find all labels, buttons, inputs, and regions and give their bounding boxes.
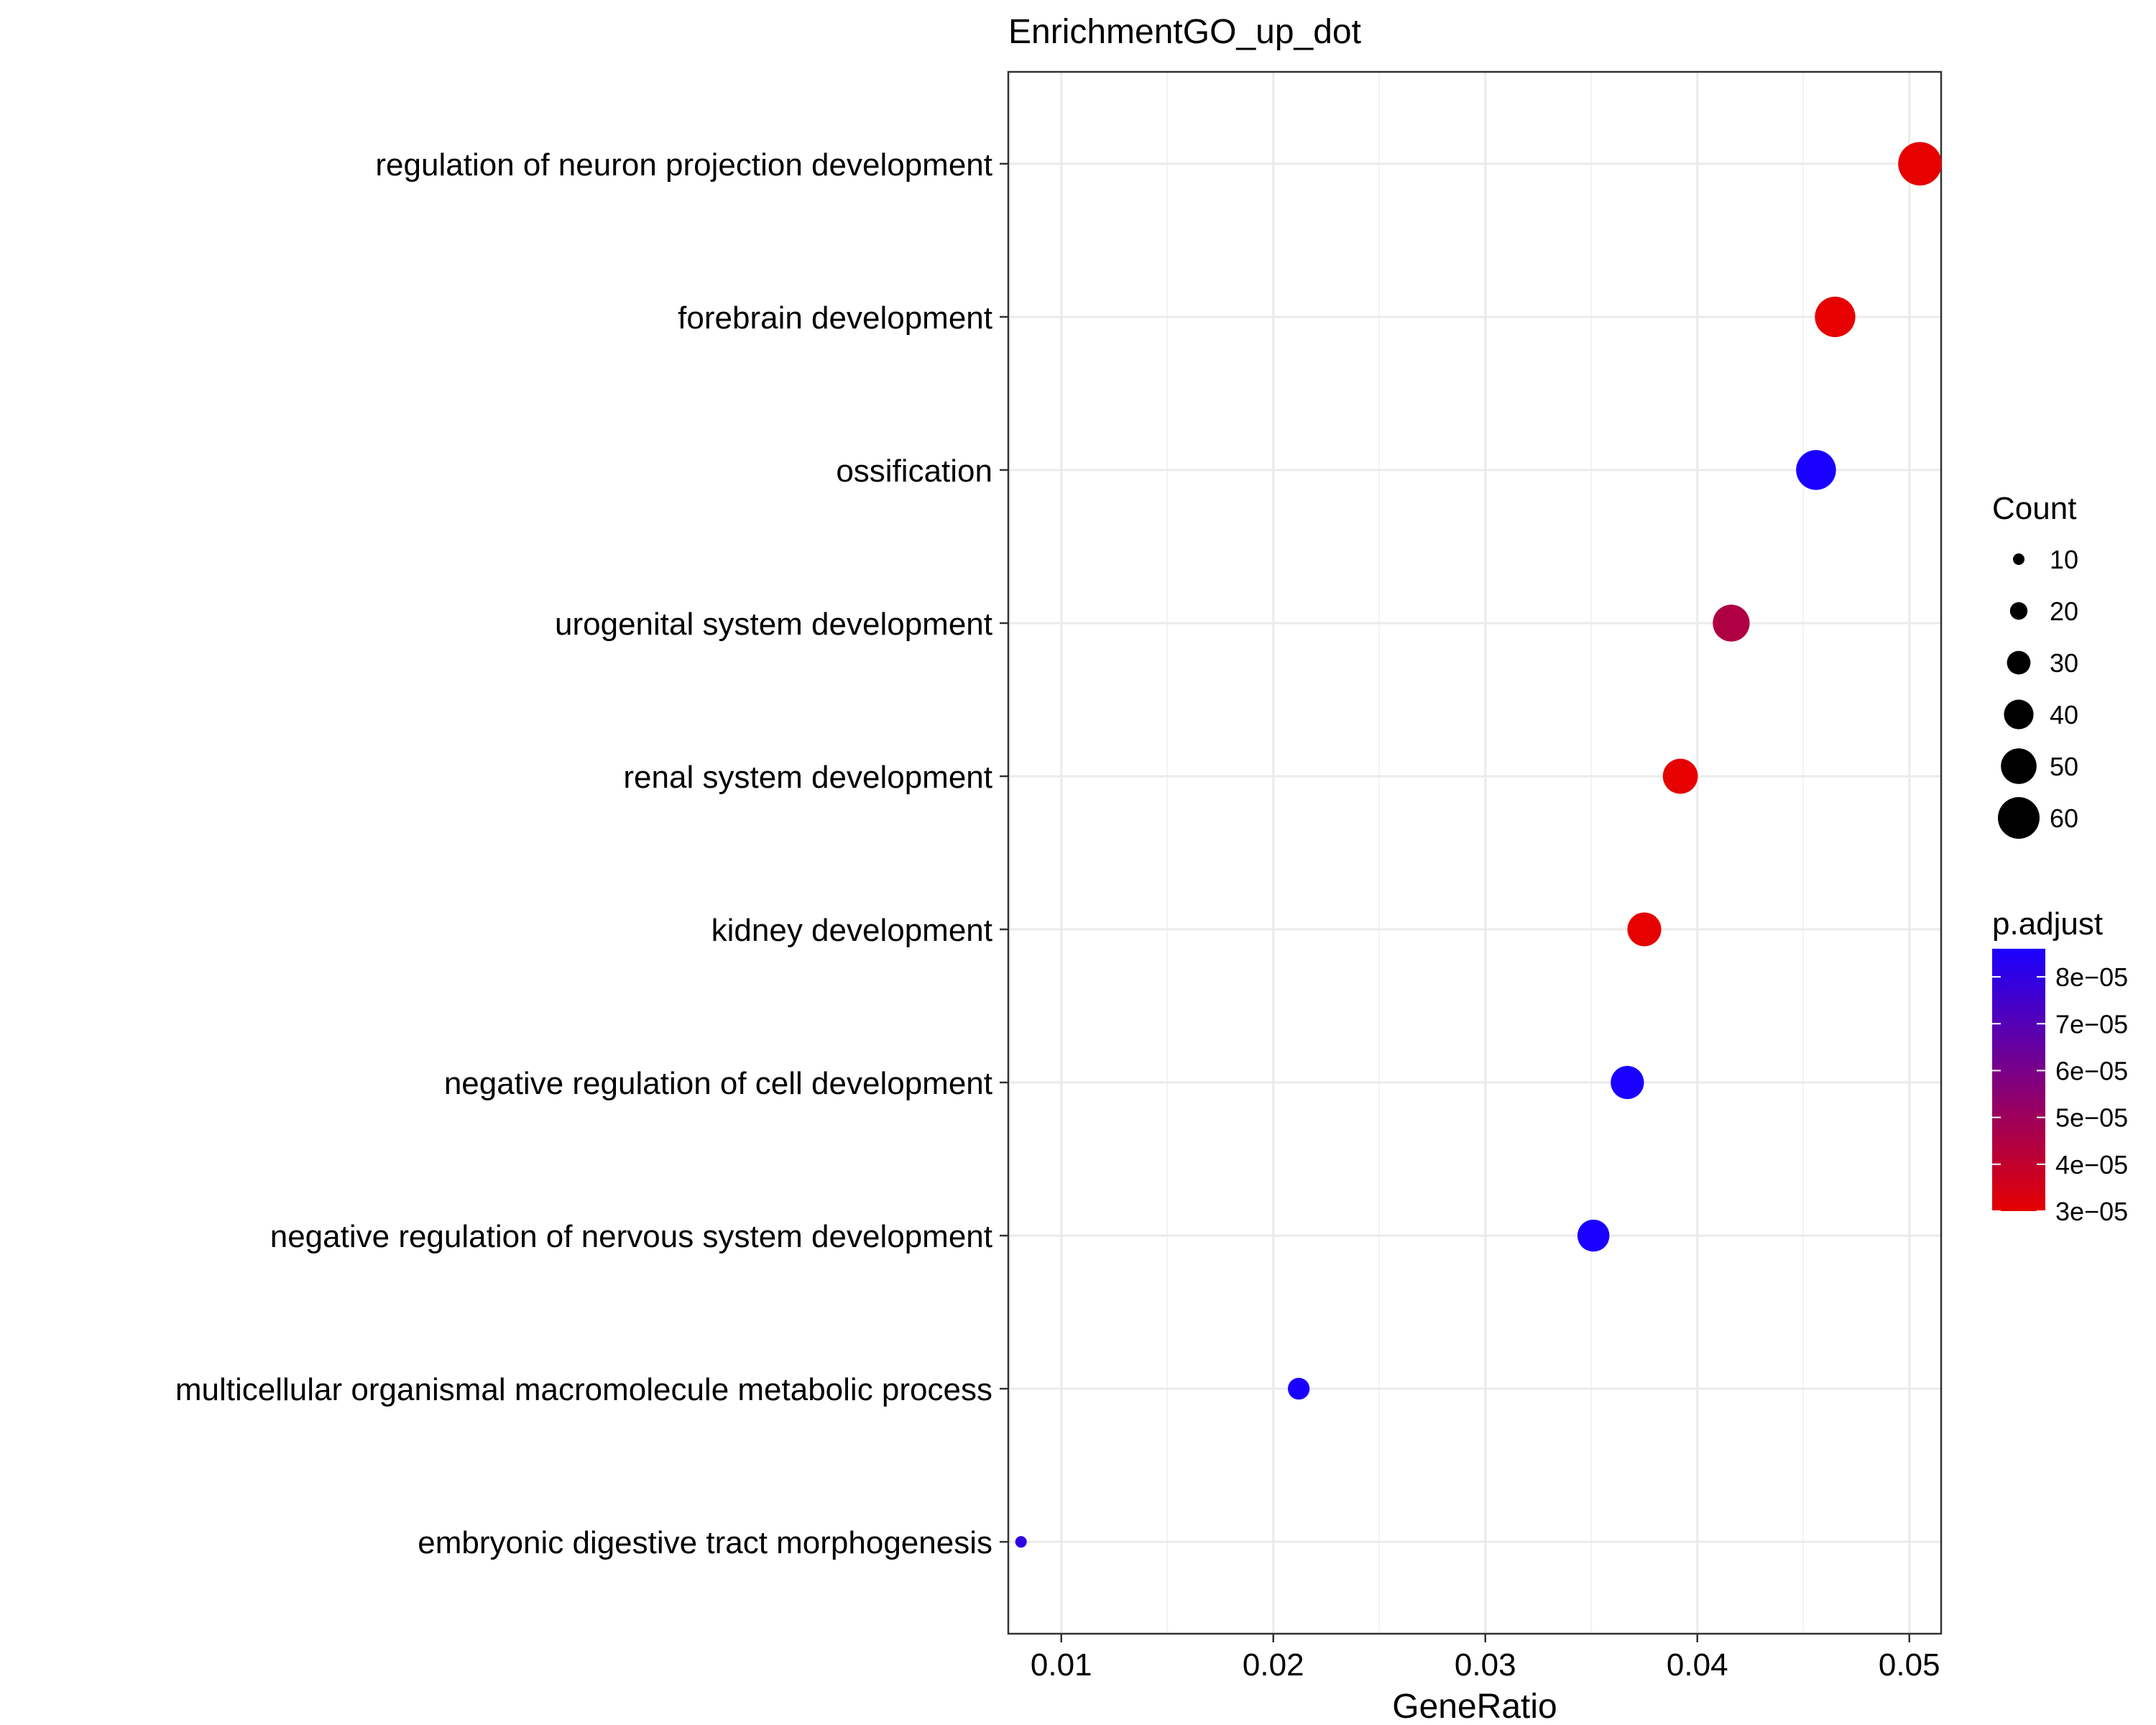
count-legend-label: 10	[2050, 545, 2078, 574]
count-legend-key	[2007, 650, 2031, 675]
y-tick-label: urogenital system development	[555, 607, 992, 642]
p-adjust-legend: p.adjust 8e−05 7e−05 6e−05 5e−05 4e−05 3e−05	[1992, 906, 2128, 1226]
p-adjust-tick-label: 4e−05	[2055, 1150, 2128, 1179]
y-tick-label: multicellular organismal macromolecule m…	[175, 1372, 992, 1407]
x-tick-label: 0.02	[1243, 1647, 1304, 1683]
x-tick-label: 0.04	[1667, 1647, 1728, 1683]
y-tick-label: forebrain development	[678, 300, 992, 336]
y-tick-label: kidney development	[711, 913, 992, 948]
count-legend-title: Count	[1992, 491, 2076, 526]
data-point	[1288, 1377, 1310, 1400]
y-axis: regulation of neuron projection developm…	[175, 147, 1008, 1560]
data-point	[1577, 1219, 1610, 1252]
data-point	[1898, 142, 1942, 186]
plot-panel	[1008, 72, 1941, 1634]
count-legend-label: 20	[2050, 597, 2078, 626]
count-legend-key	[2001, 748, 2037, 784]
count-legend-key	[2013, 553, 2024, 565]
plot-border	[1007, 70, 1943, 1635]
count-legend-label: 60	[2050, 804, 2078, 833]
data-point	[1015, 1536, 1027, 1548]
data-point	[1662, 758, 1698, 794]
x-tick-label: 0.01	[1031, 1647, 1092, 1683]
p-adjust-tick-label: 8e−05	[2055, 962, 2128, 992]
p-adjust-tick-label: 3e−05	[2055, 1197, 2128, 1226]
data-points	[1015, 142, 1942, 1548]
grid-minor-lines	[1166, 72, 1805, 1634]
data-point	[1611, 1065, 1644, 1100]
count-legend-label: 30	[2050, 648, 2078, 678]
count-legend-label: 50	[2050, 752, 2078, 781]
x-axis-label: GeneRatio	[1392, 1688, 1557, 1725]
data-point	[1713, 604, 1750, 642]
chart-title: EnrichmentGO_up_dot	[1008, 13, 1361, 51]
x-tick-label: 0.03	[1455, 1647, 1516, 1683]
p-adjust-legend-title: p.adjust	[1992, 906, 2103, 942]
data-point	[1627, 912, 1662, 947]
y-tick-label: embryonic digestive tract morphogenesis	[418, 1525, 992, 1560]
count-legend-key	[2009, 602, 2028, 620]
x-axis: 0.01 0.02 0.03 0.04 0.05	[1031, 1634, 1940, 1683]
grid-major-x-lines	[1060, 72, 1911, 1634]
count-legend: Count 10 20 30 40 50 60	[1992, 491, 2078, 839]
y-tick-label: negative regulation of cell development	[444, 1066, 992, 1101]
y-tick-label: regulation of neuron projection developm…	[375, 147, 992, 183]
count-legend-label: 40	[2050, 700, 2078, 730]
grid-major-y-lines	[1008, 162, 1941, 1543]
p-adjust-colorbar	[1992, 949, 2045, 1211]
y-tick-label: negative regulation of nervous system de…	[270, 1219, 992, 1254]
data-point	[1815, 296, 1856, 338]
p-adjust-tick-label: 5e−05	[2055, 1103, 2128, 1133]
y-tick-label: renal system development	[623, 760, 992, 795]
count-legend-key	[2004, 699, 2034, 730]
p-adjust-tick-label: 7e−05	[2055, 1009, 2128, 1039]
x-tick-label: 0.05	[1879, 1647, 1940, 1683]
count-legend-key	[1998, 797, 2040, 839]
p-adjust-tick-label: 6e−05	[2055, 1056, 2128, 1085]
y-tick-label: ossification	[836, 454, 992, 489]
data-point	[1796, 450, 1836, 490]
